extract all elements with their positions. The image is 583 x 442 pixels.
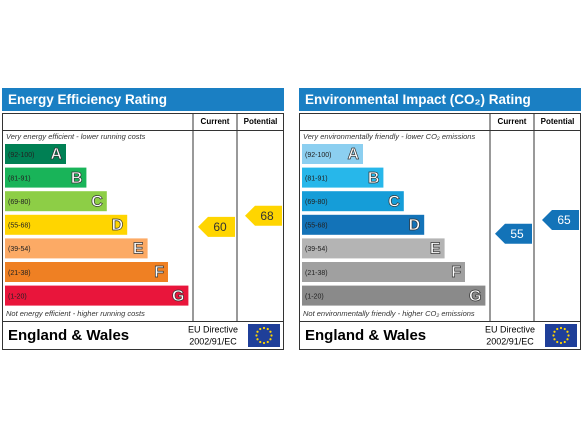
title-bar (2, 88, 284, 111)
bottom-note: Not environmentally friendly - higher CO… (303, 309, 475, 318)
eu-star (266, 327, 269, 331)
eu-flag (248, 324, 280, 347)
eu-flag (545, 324, 577, 347)
bottom-note: Not energy efficient - higher running co… (6, 309, 145, 318)
band-range: (92-100) (8, 152, 34, 159)
rating-band (302, 144, 363, 164)
band-letter: C (388, 193, 400, 210)
eu-star (269, 330, 272, 333)
eu-star (256, 330, 259, 333)
eu-star (553, 330, 556, 333)
eu-star (553, 338, 556, 341)
band-letter: E (133, 241, 144, 258)
directive-label: EU Directive (188, 324, 238, 334)
rating-value: 65 (557, 213, 571, 227)
band-range: (69-80) (8, 199, 31, 206)
top-note: Very energy efficient - lower running co… (6, 132, 146, 141)
band-range: (1-20) (305, 293, 324, 300)
eu-star (559, 341, 563, 345)
rating-band (5, 262, 168, 282)
eu-star (256, 338, 259, 341)
band-range: (81-91) (305, 175, 328, 182)
column-header: Current (498, 117, 527, 126)
band-letter: A (347, 146, 359, 163)
eu-star (556, 340, 559, 344)
panel-frame (299, 113, 581, 350)
rating-band (302, 167, 384, 188)
band-letter: B (368, 170, 380, 187)
rating-arrow (495, 223, 532, 244)
eu-star (270, 334, 273, 337)
rating-value: 60 (213, 220, 227, 234)
eu-star (566, 330, 569, 333)
eu-star (259, 327, 262, 331)
band-letter: D (409, 217, 421, 234)
eu-star (559, 326, 563, 330)
eu-star (563, 340, 566, 344)
rating-band (302, 191, 404, 212)
band-range: (69-80) (305, 199, 328, 206)
column-header: Potential (244, 117, 278, 126)
directive-label: EU Directive (485, 324, 535, 334)
rating-band (302, 238, 445, 259)
rating-band (5, 214, 128, 235)
band-range: (81-91) (8, 175, 31, 182)
region-label: England & Wales (305, 327, 426, 344)
band-range: (21-38) (305, 270, 328, 277)
band-range: (1-20) (8, 293, 27, 300)
eu-star (566, 338, 569, 341)
title-bar (299, 88, 581, 111)
band-range: (39-54) (305, 246, 328, 253)
eu-star (552, 334, 555, 337)
rating-panel: Environmental Impact (CO₂) Rating Current… (299, 88, 581, 350)
band-letter: G (469, 288, 481, 305)
band-letter: F (451, 264, 461, 281)
rating-panel: Energy Efficiency Rating Current Potential… (2, 88, 284, 350)
rating-band (302, 285, 486, 306)
band-letter: E (430, 241, 441, 258)
rating-band (5, 144, 66, 164)
rating-value: 55 (510, 227, 524, 241)
rating-band (5, 191, 107, 212)
directive-label: 2002/91/EC (486, 336, 534, 346)
eu-star (262, 326, 266, 330)
eu-star (255, 334, 258, 337)
band-letter: A (50, 146, 62, 163)
panel-frame (2, 113, 284, 350)
rating-arrow (198, 216, 235, 237)
rating-arrow (542, 209, 579, 230)
rating-arrow (245, 205, 282, 226)
column-header: Current (201, 117, 230, 126)
panel-title: Energy Efficiency Rating (8, 92, 167, 107)
band-range: (55-68) (305, 223, 328, 230)
rating-band (5, 167, 87, 188)
directive-label: 2002/91/EC (189, 336, 237, 346)
rating-band (5, 285, 189, 306)
eu-star (269, 338, 272, 341)
region-label: England & Wales (8, 327, 129, 344)
panel-title: Environmental Impact (CO₂) Rating (305, 92, 531, 107)
band-range: (39-54) (8, 246, 31, 253)
eu-star (556, 327, 559, 331)
band-range: (21-38) (8, 270, 31, 277)
top-note: Very environmentally friendly - lower CO… (303, 132, 475, 141)
eu-star (266, 340, 269, 344)
eu-star (259, 340, 262, 344)
eu-star (262, 341, 266, 345)
band-letter: F (154, 264, 164, 281)
eu-star (563, 327, 566, 331)
rating-band (302, 262, 465, 282)
column-header: Potential (541, 117, 575, 126)
band-range: (55-68) (8, 223, 31, 230)
band-range: (92-100) (305, 152, 331, 159)
band-letter: C (91, 193, 103, 210)
rating-band (5, 238, 148, 259)
eu-star (567, 334, 570, 337)
rating-band (302, 214, 425, 235)
band-letter: D (112, 217, 124, 234)
band-letter: G (172, 288, 184, 305)
rating-value: 68 (260, 209, 274, 223)
band-letter: B (71, 170, 83, 187)
